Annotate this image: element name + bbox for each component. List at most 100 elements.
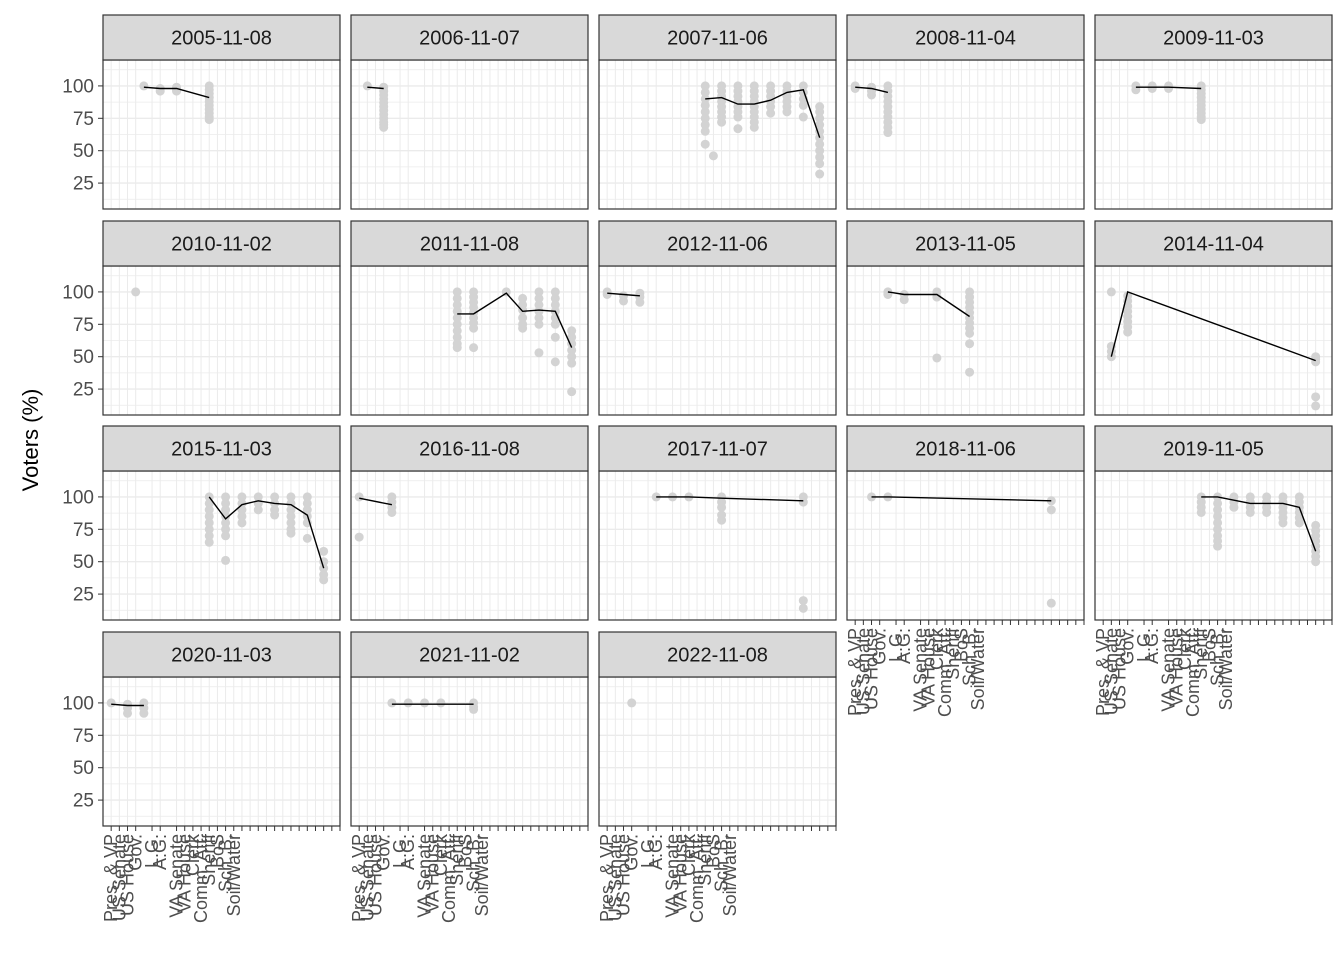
data-point (237, 498, 247, 508)
data-point (627, 698, 637, 708)
x-tick-label: US House (1110, 628, 1130, 710)
data-point (700, 126, 710, 136)
panel-2011-11-08: 2011-11-08 (350, 220, 589, 416)
data-point (237, 518, 247, 528)
x-tick-label: A.G. (398, 834, 418, 870)
x-tick-label: US House (118, 834, 138, 916)
data-point (1196, 115, 1206, 125)
x-tick-label: Sheriff (1191, 627, 1211, 680)
data-point (550, 287, 560, 297)
x-tick-label: A.G. (1142, 628, 1162, 664)
data-point (1196, 507, 1206, 517)
x-tick-label: Clerk (1175, 627, 1195, 670)
data-point (106, 698, 116, 708)
data-point (204, 505, 214, 515)
x-tick-label: Gov. (126, 834, 146, 871)
x-tick-label: A.G. (894, 628, 914, 664)
x-tick-label: Pres. & VP (845, 628, 865, 716)
data-point (403, 698, 413, 708)
data-point (534, 293, 544, 303)
x-tick-label: VA House (1167, 628, 1187, 707)
data-point (452, 326, 462, 336)
y-tick-label: 100 (62, 487, 94, 508)
panel-2008-11-04: 2008-11-04 (846, 14, 1085, 210)
data-point (452, 343, 462, 353)
x-tick-label: Clerk (927, 627, 947, 670)
data-point (1262, 507, 1272, 517)
y-tick-label: 75 (73, 315, 94, 336)
x-tick-label: BoS (207, 834, 227, 868)
x-tick-label: A.G. (646, 834, 666, 870)
x-tick-label: Gov. (374, 834, 394, 871)
data-point (815, 159, 825, 169)
y-tick-label: 25 (73, 174, 94, 195)
strip-background (846, 14, 1085, 61)
x-tick-label: Sch. B. (1208, 628, 1228, 686)
data-point (1311, 557, 1321, 567)
series-line (871, 496, 1052, 502)
data-point (850, 84, 860, 94)
data-point (354, 492, 364, 502)
series-line (457, 292, 573, 348)
x-tick-label: VA House (671, 834, 691, 913)
data-point (362, 81, 372, 91)
x-tick-label: Pres. & VP (1093, 628, 1113, 716)
strip-background (1094, 220, 1333, 267)
strip-background (350, 425, 589, 472)
data-point (319, 575, 329, 585)
panel-2007-11-06: 2007-11-06 (598, 14, 837, 210)
data-point (567, 358, 577, 368)
data-point (270, 510, 280, 520)
x-tick-label: L.G. (638, 834, 658, 868)
y-axis-title: Voters (%) (18, 389, 43, 492)
data-point (270, 492, 280, 502)
data-point (1213, 541, 1223, 551)
data-point (815, 146, 825, 156)
panel-title: 2015-11-03 (171, 439, 272, 461)
strip-background (350, 220, 589, 267)
data-point (815, 152, 825, 162)
y-tick-label: 100 (62, 282, 94, 303)
data-point (237, 492, 247, 502)
data-point (965, 339, 975, 349)
strip-background (598, 631, 837, 678)
data-point (567, 332, 577, 342)
y-tick-label: 50 (73, 347, 94, 368)
data-point (815, 113, 825, 123)
data-point (221, 498, 231, 508)
y-tick-label: 25 (73, 380, 94, 401)
data-point (815, 139, 825, 149)
strip-background (598, 14, 837, 61)
data-point (221, 518, 231, 528)
data-point (302, 505, 312, 515)
panel-2009-11-03: 2009-11-03 (1094, 14, 1333, 210)
data-point (782, 107, 792, 117)
data-point (452, 313, 462, 323)
panel-title: 2009-11-03 (1163, 28, 1264, 50)
data-point (815, 133, 825, 143)
x-tick-label: L.G. (390, 834, 410, 868)
strip-background (1094, 425, 1333, 472)
data-point (1213, 511, 1223, 521)
data-point (550, 357, 560, 367)
y-tick-label: 50 (73, 552, 94, 573)
data-point (286, 505, 296, 515)
series-line (111, 703, 144, 707)
series-line (1201, 496, 1317, 552)
strip-background (598, 425, 837, 472)
data-point (798, 112, 808, 122)
data-point (550, 300, 560, 310)
data-point (1294, 518, 1304, 528)
data-point (815, 169, 825, 179)
series-line (143, 86, 210, 99)
data-point (469, 343, 479, 353)
panel-title: 2007-11-06 (667, 28, 768, 50)
x-tick-label: BoS (455, 834, 475, 868)
data-point (436, 698, 446, 708)
x-tick-label: Soil/Water (472, 834, 492, 916)
x-tick-label: Soil/Water (224, 834, 244, 916)
data-point (221, 505, 231, 515)
data-point (469, 704, 479, 714)
data-point (717, 515, 727, 525)
